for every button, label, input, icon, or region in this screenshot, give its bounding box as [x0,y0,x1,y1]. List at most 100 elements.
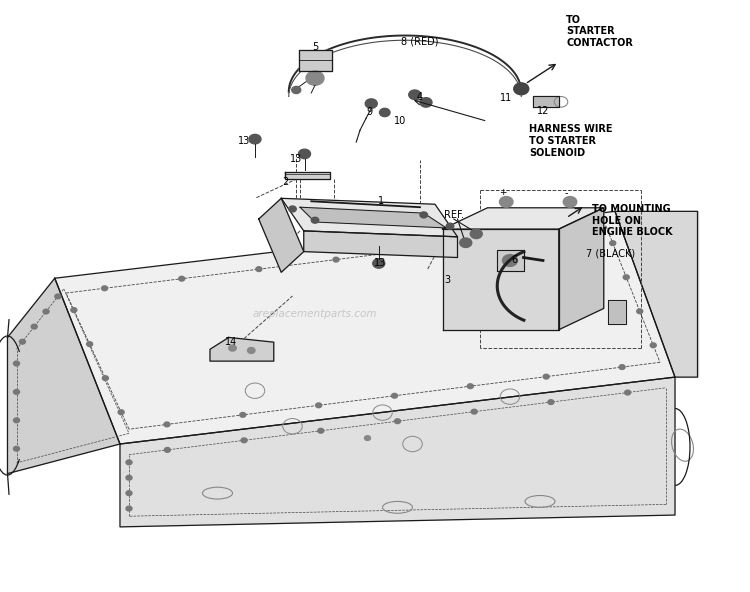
Polygon shape [210,337,274,361]
Circle shape [365,99,377,108]
Circle shape [256,267,262,272]
Circle shape [619,365,625,369]
Circle shape [86,342,93,346]
Circle shape [392,393,398,398]
Circle shape [650,343,656,348]
Circle shape [13,418,20,423]
Circle shape [548,400,554,404]
Circle shape [32,324,38,329]
Circle shape [101,286,107,291]
Text: 13: 13 [238,136,250,146]
Circle shape [610,241,616,246]
Circle shape [471,409,477,414]
Polygon shape [8,278,120,474]
Text: TO
STARTER
CONTACTOR: TO STARTER CONTACTOR [566,15,633,48]
Polygon shape [442,229,559,330]
Text: TO MOUNTING
HOLE ON
ENGINE BLOCK: TO MOUNTING HOLE ON ENGINE BLOCK [592,204,674,237]
Text: 12: 12 [537,106,549,115]
Circle shape [410,247,416,252]
Polygon shape [608,300,626,324]
Circle shape [20,339,26,344]
Text: 1: 1 [378,197,384,206]
Circle shape [164,448,170,452]
Circle shape [420,212,428,218]
Circle shape [126,506,132,511]
Text: areplacementparts.com: areplacementparts.com [253,309,377,318]
Circle shape [249,134,261,144]
Text: REF.: REF. [444,210,464,220]
Circle shape [13,446,20,451]
Text: 9: 9 [367,108,373,117]
Circle shape [13,390,20,394]
Circle shape [467,384,473,388]
Text: 5: 5 [312,43,318,52]
Polygon shape [615,211,698,377]
Text: 11: 11 [500,94,512,103]
Circle shape [364,436,370,440]
Text: 3: 3 [445,275,451,285]
Text: 7 (BLACK): 7 (BLACK) [586,249,635,259]
Polygon shape [55,211,675,444]
Circle shape [118,410,124,414]
Circle shape [248,348,255,353]
Circle shape [394,419,400,424]
Circle shape [623,275,629,279]
Polygon shape [532,96,559,107]
Polygon shape [259,198,304,272]
Circle shape [488,238,494,243]
Circle shape [240,413,246,417]
Text: HARNESS WIRE
TO STARTER
SOLENOID: HARNESS WIRE TO STARTER SOLENOID [529,124,612,157]
Polygon shape [559,208,604,330]
Circle shape [178,276,184,281]
Circle shape [306,71,324,85]
Text: 2: 2 [282,178,288,187]
Circle shape [13,361,20,366]
Circle shape [543,374,549,379]
Text: 8 (RED): 8 (RED) [401,37,439,46]
Text: -: - [565,188,568,198]
Polygon shape [120,377,675,527]
Circle shape [164,422,170,427]
Circle shape [43,309,49,314]
Polygon shape [298,50,332,71]
Polygon shape [496,250,523,271]
Circle shape [446,223,454,229]
Text: 13: 13 [374,259,386,268]
Circle shape [625,390,631,395]
Circle shape [289,206,296,212]
Circle shape [637,309,643,314]
Text: 6: 6 [512,256,518,265]
Circle shape [126,475,132,480]
Circle shape [229,345,236,351]
Circle shape [460,238,472,247]
Circle shape [298,149,310,159]
Circle shape [470,229,482,239]
Polygon shape [281,198,458,237]
Polygon shape [300,207,446,228]
Circle shape [102,376,109,381]
Circle shape [70,308,76,313]
Circle shape [126,460,132,465]
Circle shape [292,86,301,94]
Circle shape [503,255,518,266]
Circle shape [318,429,324,433]
Circle shape [380,108,390,117]
Circle shape [409,90,421,99]
Circle shape [311,217,319,223]
Circle shape [55,294,61,299]
Text: +: + [499,188,506,198]
Circle shape [563,197,577,207]
Circle shape [565,229,571,233]
Polygon shape [442,208,604,229]
Polygon shape [285,172,330,179]
Circle shape [241,438,247,443]
Circle shape [373,259,385,268]
Text: 10: 10 [394,117,406,126]
Circle shape [126,491,132,496]
Text: 4: 4 [417,92,423,102]
Circle shape [514,83,529,95]
Circle shape [316,403,322,408]
Text: 13: 13 [290,154,302,163]
Text: 14: 14 [225,337,237,348]
Circle shape [333,257,339,262]
